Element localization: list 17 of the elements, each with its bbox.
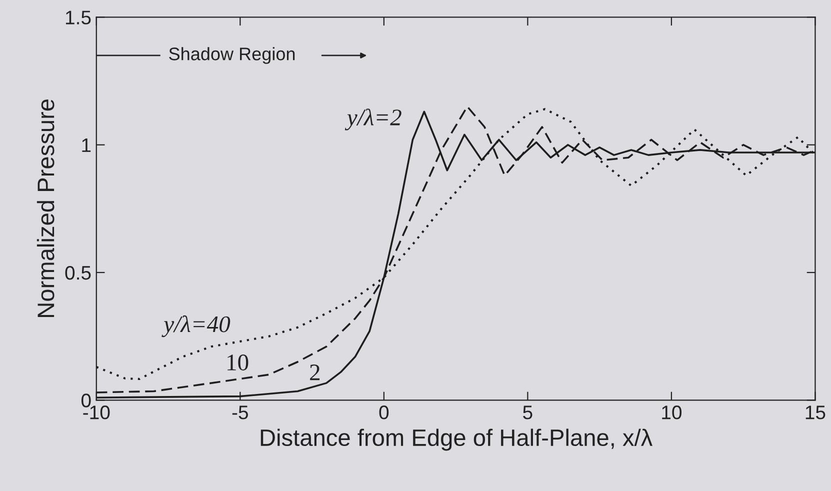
- annotation: 2: [310, 364, 320, 380]
- y-axis-title: Normalized Pressure: [36, 99, 54, 317]
- x-tick-label: -5: [232, 406, 248, 420]
- x-tick-label: 15: [806, 406, 826, 420]
- y-tick-label: 1: [82, 138, 91, 152]
- y-tick-label: 0.5: [65, 266, 91, 280]
- x-tick-label: -10: [83, 406, 110, 420]
- x-tick-label: 5: [523, 406, 532, 420]
- y-tick-label: 1.5: [66, 10, 91, 24]
- annotation: Shadow Region: [169, 47, 295, 64]
- x-tick-label: 0: [379, 406, 389, 420]
- annotation: y/λ=40: [162, 315, 230, 338]
- y-tick-label: 0: [81, 394, 91, 408]
- x-tick-label: 10: [662, 406, 682, 420]
- annotation: y/λ=2: [344, 108, 402, 130]
- annotation: 10: [228, 354, 248, 370]
- x-axis-title: Distance from Edge of Half-Plane, x/λ: [260, 428, 652, 451]
